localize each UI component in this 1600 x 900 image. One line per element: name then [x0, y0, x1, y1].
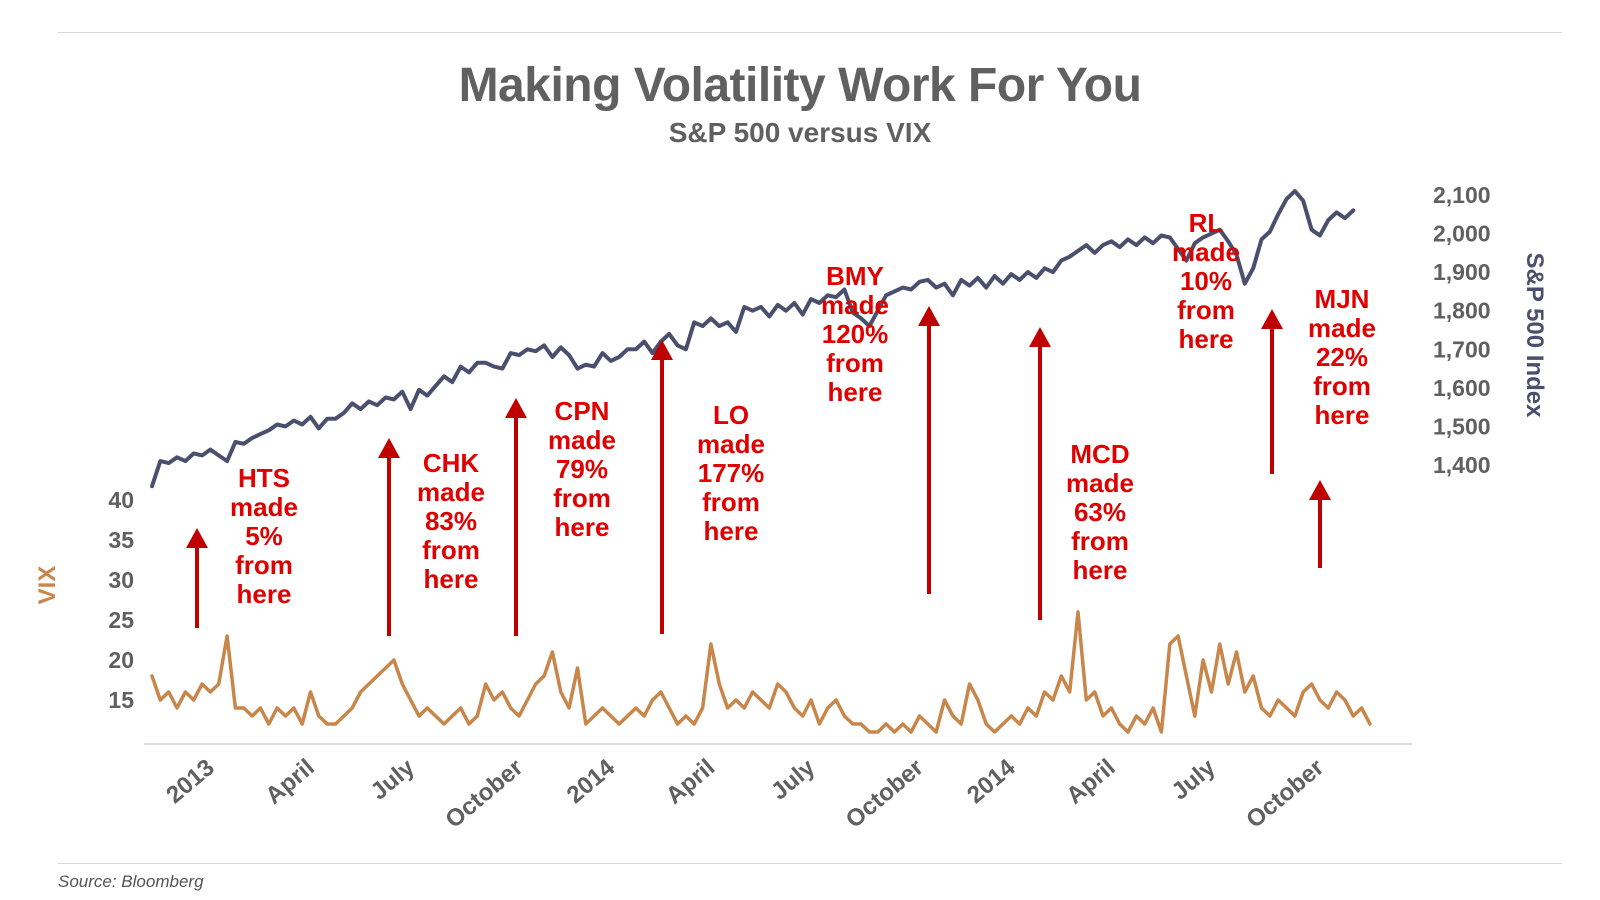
annotation-label: here: [828, 377, 883, 407]
annotation-label: 10%: [1180, 266, 1232, 296]
annotation-label: made: [697, 429, 765, 459]
annotation-arrow-head: [378, 438, 400, 458]
x-tick-label: October: [841, 754, 929, 834]
right-axis-label: S&P 500 Index: [1521, 253, 1548, 419]
annotation-label: here: [424, 564, 479, 594]
x-tick-label: 2014: [962, 753, 1021, 808]
left-axis-label: VIX: [34, 566, 61, 605]
annotation-label: from: [235, 550, 293, 580]
annotation-arrow-head: [651, 340, 673, 360]
x-tick-label: October: [1241, 754, 1329, 834]
annotation-label: made: [230, 492, 298, 522]
annotation-label: 120%: [822, 319, 889, 349]
x-tick-label: 2014: [562, 753, 621, 808]
annotation-label: made: [1066, 468, 1134, 498]
annotation-label: here: [704, 516, 759, 546]
annotation-label: 22%: [1316, 342, 1368, 372]
right-tick-label: 1,700: [1433, 336, 1491, 362]
left-tick-label: 15: [108, 687, 134, 713]
annotation-label: MJN: [1315, 284, 1370, 314]
annotation-label: RL: [1189, 208, 1224, 238]
annotation-label: LO: [713, 400, 749, 430]
x-tick-label: July: [766, 753, 821, 805]
right-tick-label: 2,100: [1433, 182, 1491, 208]
right-tick-label: 1,600: [1433, 375, 1491, 401]
annotation-label: from: [1313, 371, 1371, 401]
annotation-label: CPN: [555, 396, 610, 426]
source-note: Source: Bloomberg: [58, 872, 204, 891]
annotation-label: from: [422, 535, 480, 565]
annotation-arrow-head: [1261, 309, 1283, 329]
annotation-label: here: [555, 512, 610, 542]
annotation-label: made: [1308, 313, 1376, 343]
x-tick-label: July: [366, 753, 421, 805]
chart-subtitle: S&P 500 versus VIX: [668, 117, 932, 148]
annotation-label: made: [548, 425, 616, 455]
annotation-label: made: [1172, 237, 1240, 267]
annotation-label: 5%: [245, 521, 283, 551]
annotation-label: HTS: [238, 463, 290, 493]
left-tick-label: 20: [108, 647, 134, 673]
right-tick-label: 1,900: [1433, 259, 1491, 285]
annotation-label: from: [553, 483, 611, 513]
annotation-labels: HTSmade5%fromhereCHKmade83%fromhereCPNma…: [230, 208, 1376, 609]
annotation-arrow-head: [1309, 480, 1331, 500]
left-tick-label: 25: [108, 607, 134, 633]
vix-series: [150, 610, 1372, 734]
left-tick-label: 30: [108, 567, 134, 593]
annotation-arrow-head: [918, 306, 940, 326]
annotation-label: from: [1177, 295, 1235, 325]
left-tick-labels: 15 20 25 30 35 40: [108, 487, 134, 713]
annotation-label: here: [237, 579, 292, 609]
right-tick-label: 2,000: [1433, 221, 1491, 247]
annotation-label: here: [1179, 324, 1234, 354]
right-tick-label: 1,800: [1433, 298, 1491, 324]
annotation-label: 83%: [425, 506, 477, 536]
annotation-label: 79%: [556, 454, 608, 484]
bottom-rule: [58, 863, 1562, 864]
right-tick-label: 1,500: [1433, 413, 1491, 439]
annotation-arrow-head: [186, 528, 208, 548]
annotation-label: MCD: [1070, 439, 1129, 469]
x-tick-label: April: [661, 754, 720, 810]
vix-line: [150, 610, 1372, 734]
annotation-label: 177%: [698, 458, 765, 488]
sp500-series: [150, 189, 1356, 489]
annotation-label: BMY: [826, 261, 884, 291]
annotation-label: from: [826, 348, 884, 378]
annotation-arrow-head: [505, 398, 527, 418]
annotation-label: made: [417, 477, 485, 507]
x-tick-label: April: [260, 754, 319, 810]
annotation-label: here: [1315, 400, 1370, 430]
x-tick-label: July: [1166, 753, 1221, 805]
x-tick-label: April: [1061, 754, 1120, 810]
annotation-label: here: [1073, 555, 1128, 585]
chart-title: Making Volatility Work For You: [458, 59, 1142, 112]
annotation-label: CHK: [423, 448, 480, 478]
annotation-arrows: [186, 306, 1331, 636]
right-tick-label: 1,400: [1433, 452, 1491, 478]
annotation-label: 63%: [1074, 497, 1126, 527]
top-rule: [58, 32, 1562, 33]
annotation-arrow-head: [1029, 327, 1051, 347]
right-tick-labels: 1,400 1,500 1,600 1,700 1,800 1,900 2,000 2,100: [1433, 182, 1491, 478]
annotation-label: from: [1071, 526, 1129, 556]
x-tick-labels: 2013 April July October 2014 April July October…: [161, 753, 1329, 833]
annotation-label: made: [821, 290, 889, 320]
sp500-line: [150, 189, 1356, 489]
x-tick-label: October: [440, 754, 528, 834]
left-tick-label: 40: [108, 487, 134, 513]
left-tick-label: 35: [108, 527, 134, 553]
annotation-label: from: [702, 487, 760, 517]
x-tick-label: 2013: [161, 754, 219, 809]
